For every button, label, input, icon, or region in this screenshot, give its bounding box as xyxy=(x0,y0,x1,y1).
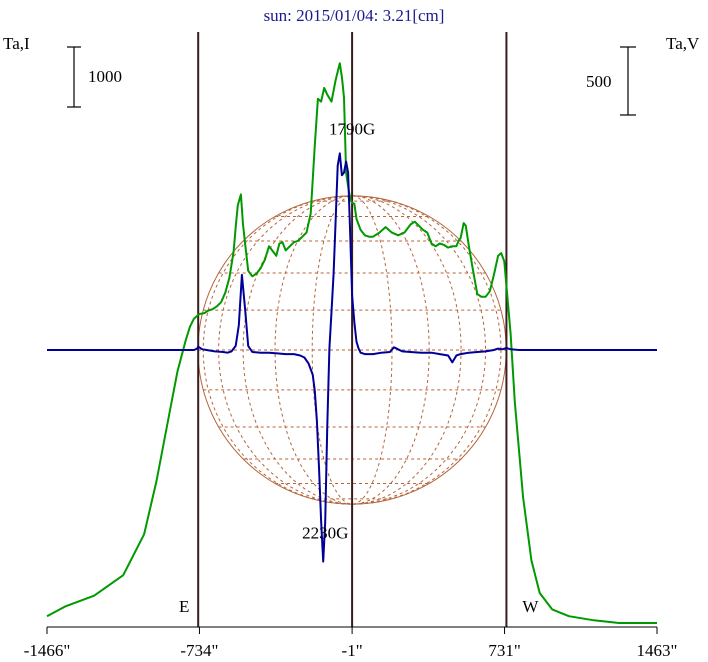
right-scale-bar: 500 xyxy=(586,46,636,116)
left-scale-bar: 1000 xyxy=(67,46,122,108)
longitude-line xyxy=(311,195,393,505)
x-tick-label: 731" xyxy=(488,641,520,660)
chart-title: sun: 2015/01/04: 3.21[cm] xyxy=(264,6,445,25)
left-axis-label: Ta,I xyxy=(3,34,30,53)
limb-and-center-lines xyxy=(197,32,508,627)
data-series xyxy=(46,62,657,624)
x-tick-label: 1463" xyxy=(637,641,678,660)
right-scale-bar-label: 500 xyxy=(586,72,612,91)
x-tick-label: -734" xyxy=(180,641,218,660)
x-tick-label: -1466" xyxy=(24,641,71,660)
x-axis-ticks: -1466" -734" -1" 731" 1463" xyxy=(24,627,678,660)
field-annotation-max: 1790G xyxy=(329,119,375,138)
east-limb-label: E xyxy=(179,597,189,616)
left-scale-bar-label: 1000 xyxy=(88,67,122,86)
polarization-series-line xyxy=(47,152,657,563)
x-tick-label: -1" xyxy=(342,641,363,660)
annotations: 1790G 2230G E W xyxy=(179,119,539,616)
intensity-series-line xyxy=(46,62,657,624)
right-axis-label: Ta,V xyxy=(666,34,700,53)
field-annotation-min: 2230G xyxy=(302,523,348,542)
west-limb-label: W xyxy=(522,597,539,616)
